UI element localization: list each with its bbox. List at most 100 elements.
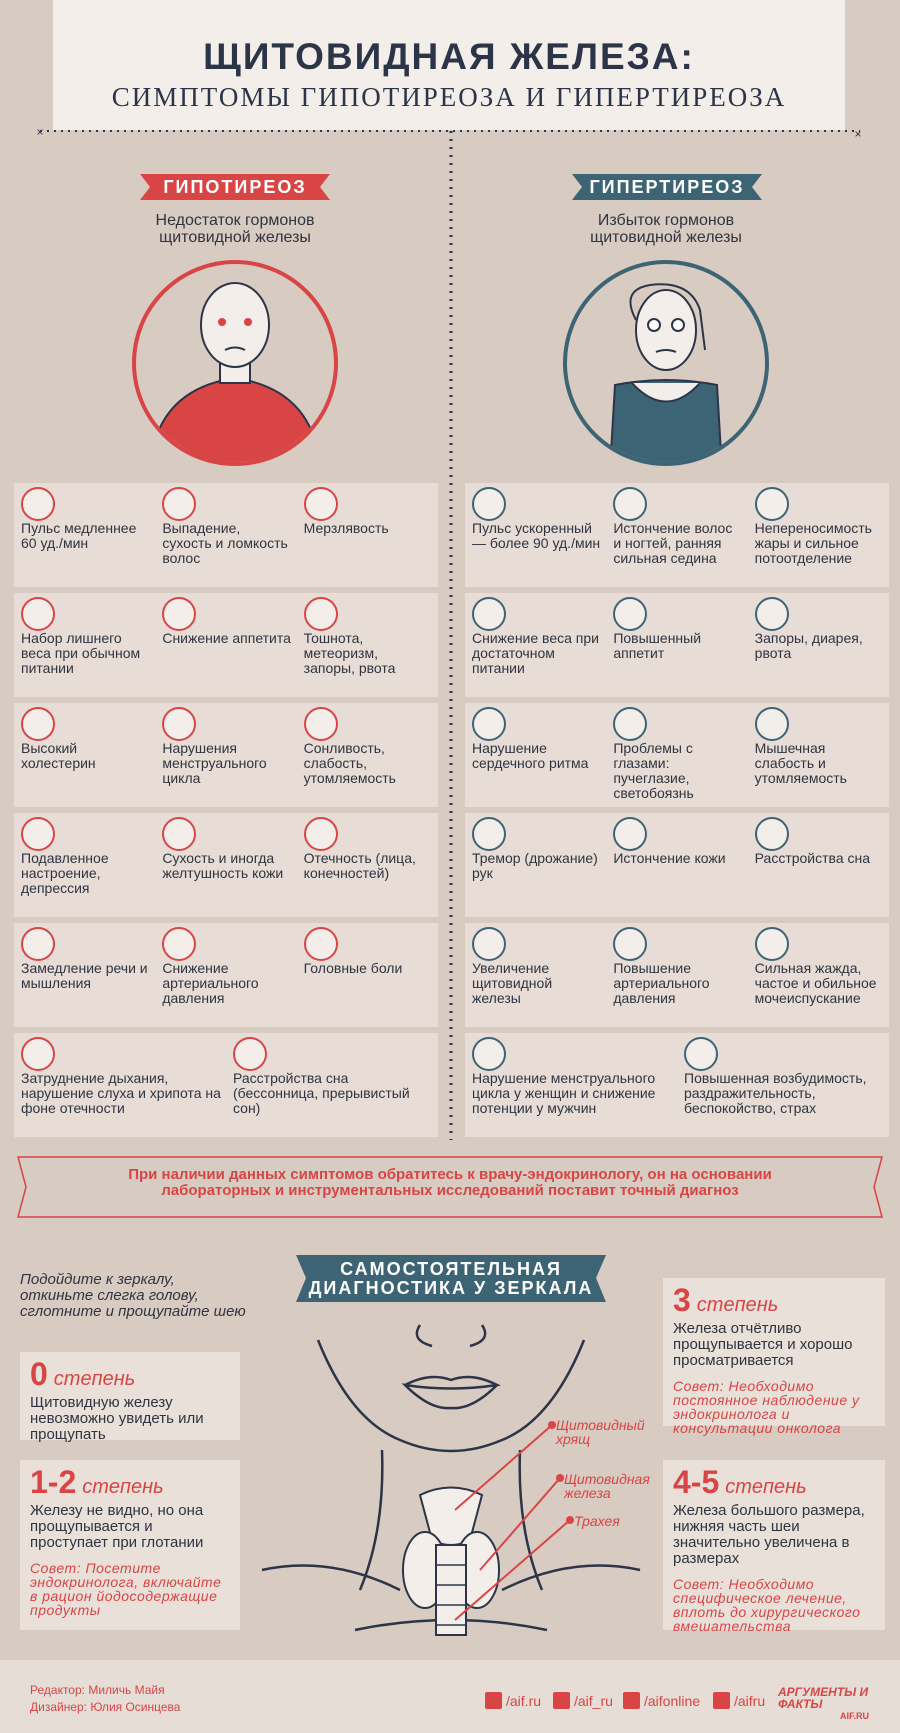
degree-card: 3 степень Железа отчётливо прощупывается и… (663, 1278, 885, 1435)
symptom-icon (754, 707, 789, 741)
degree-heading: 0 степень (30, 1356, 230, 1393)
symptom-icon (303, 707, 338, 741)
symptom-icon (613, 927, 648, 961)
symptom-icon (21, 1037, 55, 1071)
symptom: Замедление речи и мышления (21, 960, 148, 991)
symptom-icon (472, 597, 506, 631)
symptom: Головные боли (303, 960, 403, 976)
symptom-row (465, 1033, 889, 1137)
section-title: САМОСТОЯТЕЛЬНАЯ ДИАГНОСТИКА У ЗЕРКАЛА (308, 1259, 594, 1298)
symptom: Снижение веса при достаточном питании (472, 630, 599, 676)
symptom-row (465, 813, 889, 917)
symptom: Увеличение щитовидной железы (472, 960, 553, 1006)
anatomy-pointers (454, 1421, 574, 1621)
section-description: Избыток гормонов щитовидной железы (590, 212, 742, 246)
symptom: Затруднение дыхания, нарушение слуха и х… (21, 1070, 221, 1116)
symptom-icon (162, 927, 197, 961)
symptom-icon (303, 927, 338, 961)
degree-content: 4-5 степень Железа большого размера, нижня… (673, 1464, 875, 1633)
symptom-icon (303, 597, 338, 631)
social-link[interactable]: /aifru (734, 1693, 766, 1709)
symptom-row (14, 703, 438, 807)
symptom-icon (754, 487, 789, 521)
symptom: Выпадение, сухость и ломкость волос (162, 520, 288, 566)
symptom-icon (162, 707, 197, 741)
symptom: Мышечная слабость и утомляемость (754, 740, 847, 786)
symptom: Истончение волос и ногтей, ранняя сильна… (613, 520, 733, 566)
symptom-row (14, 593, 438, 697)
symptom-row (14, 813, 438, 917)
degree-number: 1-2 (30, 1464, 77, 1500)
notice-frame (17, 1156, 883, 1218)
symptom-icon (21, 597, 55, 631)
symptom: Нарушение сердечного ритма (472, 740, 589, 771)
symptom-icon (613, 487, 648, 521)
symptom: Расстройства сна (бессонница, прерывисты… (233, 1070, 410, 1116)
symptom-row (14, 923, 438, 1027)
symptom: Тремор (дрожание) рук (472, 850, 598, 881)
symptom: Повышенный аппетит (613, 630, 702, 661)
symptom-icon (472, 707, 506, 741)
symptom: Проблемы с глазами: пучеглазие, светобоя… (613, 740, 694, 801)
symptom: Высокий холестерин (21, 740, 96, 771)
degree-text: Железу не видно, но она прощупывается и … (30, 1502, 204, 1551)
header-box (53, 0, 845, 130)
degree-advice: Совет: Посетите эндокринолога, включайте… (30, 1560, 222, 1618)
symptom-icon (472, 1037, 506, 1071)
social-link[interactable]: /aif.ru (506, 1693, 542, 1709)
degree-number: 4-5 (673, 1464, 720, 1500)
social-icons (485, 1692, 730, 1709)
portrait-hyper (563, 260, 769, 466)
symptom-icon (754, 927, 789, 961)
degree-card: 4-5 степень Железа большого размера, нижня… (663, 1460, 885, 1633)
symptom: Нарушения менструального цикла (162, 740, 267, 786)
notice: При наличии данных симптомов обратитесь … (128, 1166, 772, 1199)
symptom-icon (472, 817, 506, 851)
symptom: Истончение кожи (613, 850, 726, 866)
degree-heading: 3 степень (673, 1282, 875, 1319)
symptom-row (14, 483, 438, 587)
symptom-icon (21, 487, 55, 521)
symptom: Снижение аппетита (162, 630, 291, 646)
symptom-icon (684, 1037, 718, 1071)
symptom-icon (162, 817, 197, 851)
symptom-icon (613, 597, 648, 631)
symptom-icon (21, 817, 55, 851)
symptom: Пульс медленнее 60 уд./мин (21, 520, 137, 551)
symptom-icon (472, 487, 506, 521)
ribbon (140, 174, 330, 200)
degree-text: Железа отчётливо прощупывается и хорошо … (673, 1320, 853, 1369)
social-link[interactable]: /aif_ru (574, 1693, 613, 1709)
degree-label: степень (725, 1476, 807, 1498)
symptom: Тошнота, метеоризм, запоры, рвота (303, 630, 396, 676)
symptom-row (465, 593, 889, 697)
cross: × (36, 125, 43, 139)
logo-url: AIF.RU (840, 1711, 869, 1721)
social-link[interactable]: /aifonline (644, 1693, 701, 1709)
symptom-row (465, 703, 889, 807)
symptom-row (465, 483, 889, 587)
symptom-icon (754, 817, 789, 851)
symptom: Набор лишнего веса при обычном питании (21, 630, 141, 676)
section-label: ГИПОТИРЕОЗ (163, 177, 307, 197)
symptom: Запоры, диарея, рвота (754, 630, 863, 661)
degree-text: Щитовидную железу невозможно увидеть или… (30, 1394, 204, 1443)
symptom-icon (162, 487, 197, 521)
symptom-icon (754, 597, 789, 631)
intro: Подойдите к зеркалу, откиньте слегка гол… (20, 1271, 246, 1320)
degree-card: 0 степень Щитовидную железу невозможно уви… (20, 1352, 240, 1443)
degree-label: степень (53, 1368, 136, 1390)
portrait-hypo (132, 260, 338, 466)
degree-heading: 4-5 степень (673, 1464, 875, 1501)
symptom: Снижение артериального давления (162, 960, 259, 1006)
logo: АРГУМЕНТЫ И ФАКТЫ (778, 1685, 869, 1711)
credit: Редактор: Миличь Майя (30, 1683, 165, 1697)
anatomy-label: Трахея (574, 1513, 620, 1529)
symptom-icon (303, 817, 338, 851)
symptom-icon (162, 597, 197, 631)
symptom-icon (21, 927, 55, 961)
symptom: Сильная жажда, частое и обильное мочеисп… (754, 960, 877, 1006)
symptom: Мерзлявость (303, 520, 389, 536)
